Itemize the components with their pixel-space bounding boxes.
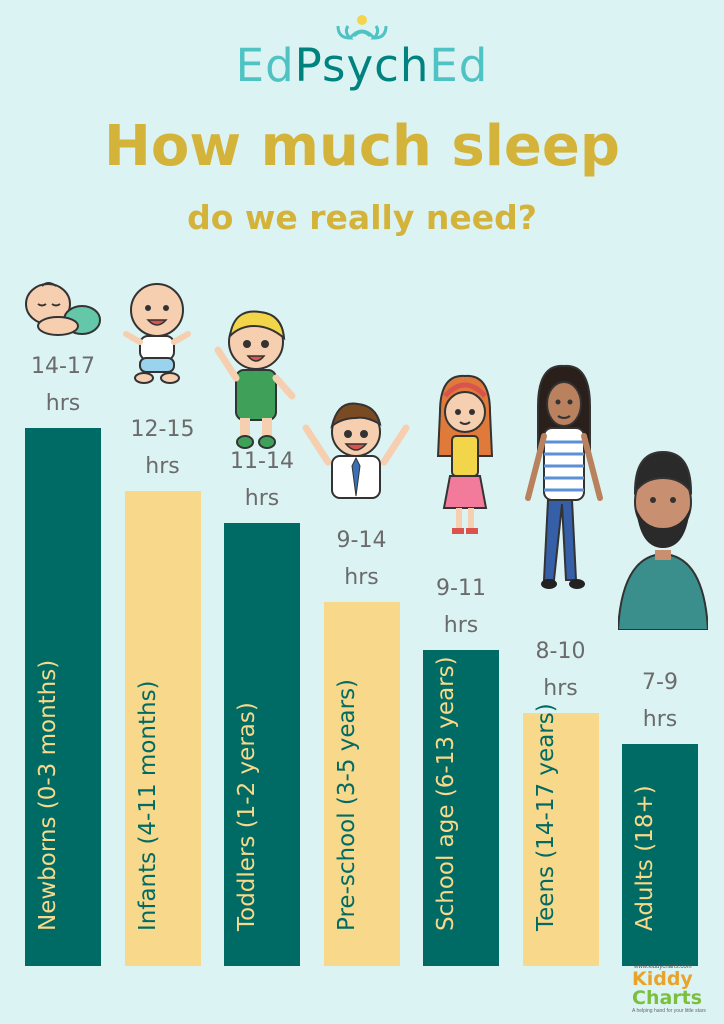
unit-label: hrs [344, 565, 379, 591]
bar: Infants (4-11 months) [124, 491, 201, 966]
value-label: 14-17 hrs [31, 354, 95, 416]
footer-tagline: A helping hand for your little stars [632, 1008, 706, 1014]
unit-label: hrs [45, 391, 81, 416]
page-title: How much sleep [104, 114, 620, 179]
school-girl-icon [436, 374, 494, 534]
unit-label: hrs [244, 485, 280, 511]
category-label: Pre-school (3-5 years) [333, 678, 360, 931]
value-label: 12-15 hrs [130, 417, 195, 480]
preschooler-icon [302, 402, 410, 499]
category-label: Adults (18+) [632, 785, 658, 931]
adult-man-icon [618, 450, 708, 630]
page-subtitle: do we really need? [187, 198, 537, 237]
category-label: School age (6-13 years) [433, 656, 459, 931]
footer-brand: Kiddy Charts [632, 970, 720, 1008]
unit-label: hrs [145, 454, 180, 480]
logo: EdPsychEd [0, 14, 724, 92]
category-label: Newborns (0-3 months) [35, 659, 61, 931]
value-label: 9-11 hrs [436, 575, 486, 638]
sleeping-baby-icon [25, 282, 101, 336]
bar: Newborns (0-3 months) [25, 428, 101, 966]
bar: Adults (18+) [622, 744, 698, 966]
toddler-icon [214, 310, 296, 449]
bar: Teens (14-17 years) [522, 703, 599, 966]
infant-icon [123, 283, 191, 384]
logo-part-3: Ed [429, 39, 489, 92]
unit-label: hrs [443, 612, 479, 638]
unit-label: hrs [642, 707, 678, 733]
value-label: 7-9 hrs [642, 670, 678, 733]
kiddycharts-badge: www.kiddycharts.com Kiddy Charts A helpin… [628, 964, 720, 1014]
logo-part-2: Psych [294, 39, 430, 92]
teen-girl-icon [525, 364, 603, 589]
value-label: 9-14 hrs [336, 528, 387, 591]
crown-icon [336, 15, 388, 40]
category-label: Teens (14-17 years) [532, 703, 559, 931]
unit-label: hrs [543, 675, 578, 701]
bar: Pre-school (3-5 years) [323, 602, 400, 966]
footer-brand-1: Kiddy [632, 968, 693, 990]
footer-brand-2: Charts [632, 987, 703, 1009]
bar: School age (6-13 years) [423, 649, 499, 966]
category-label: Toddlers (1-2 yeras) [234, 702, 260, 931]
category-label: Infants (4-11 months) [134, 680, 161, 931]
value-label: 8-10 hrs [535, 638, 586, 701]
footer-url: www.kiddycharts.com [634, 964, 692, 970]
value-label: 11-14 hrs [230, 448, 294, 511]
logo-part-1: Ed [235, 39, 295, 92]
bar: Toddlers (1-2 yeras) [224, 522, 300, 966]
